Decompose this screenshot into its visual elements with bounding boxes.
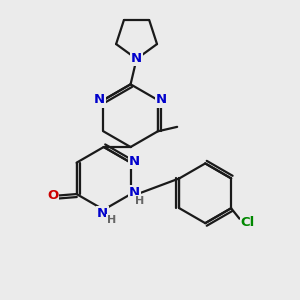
Text: N: N [129, 155, 140, 168]
Text: H: H [135, 196, 145, 206]
Text: N: N [97, 207, 108, 220]
Text: H: H [106, 215, 116, 225]
Text: Cl: Cl [241, 216, 255, 229]
Text: N: N [129, 186, 140, 199]
Text: N: N [156, 94, 167, 106]
Text: O: O [47, 189, 58, 202]
Text: N: N [94, 94, 105, 106]
Text: N: N [131, 52, 142, 65]
